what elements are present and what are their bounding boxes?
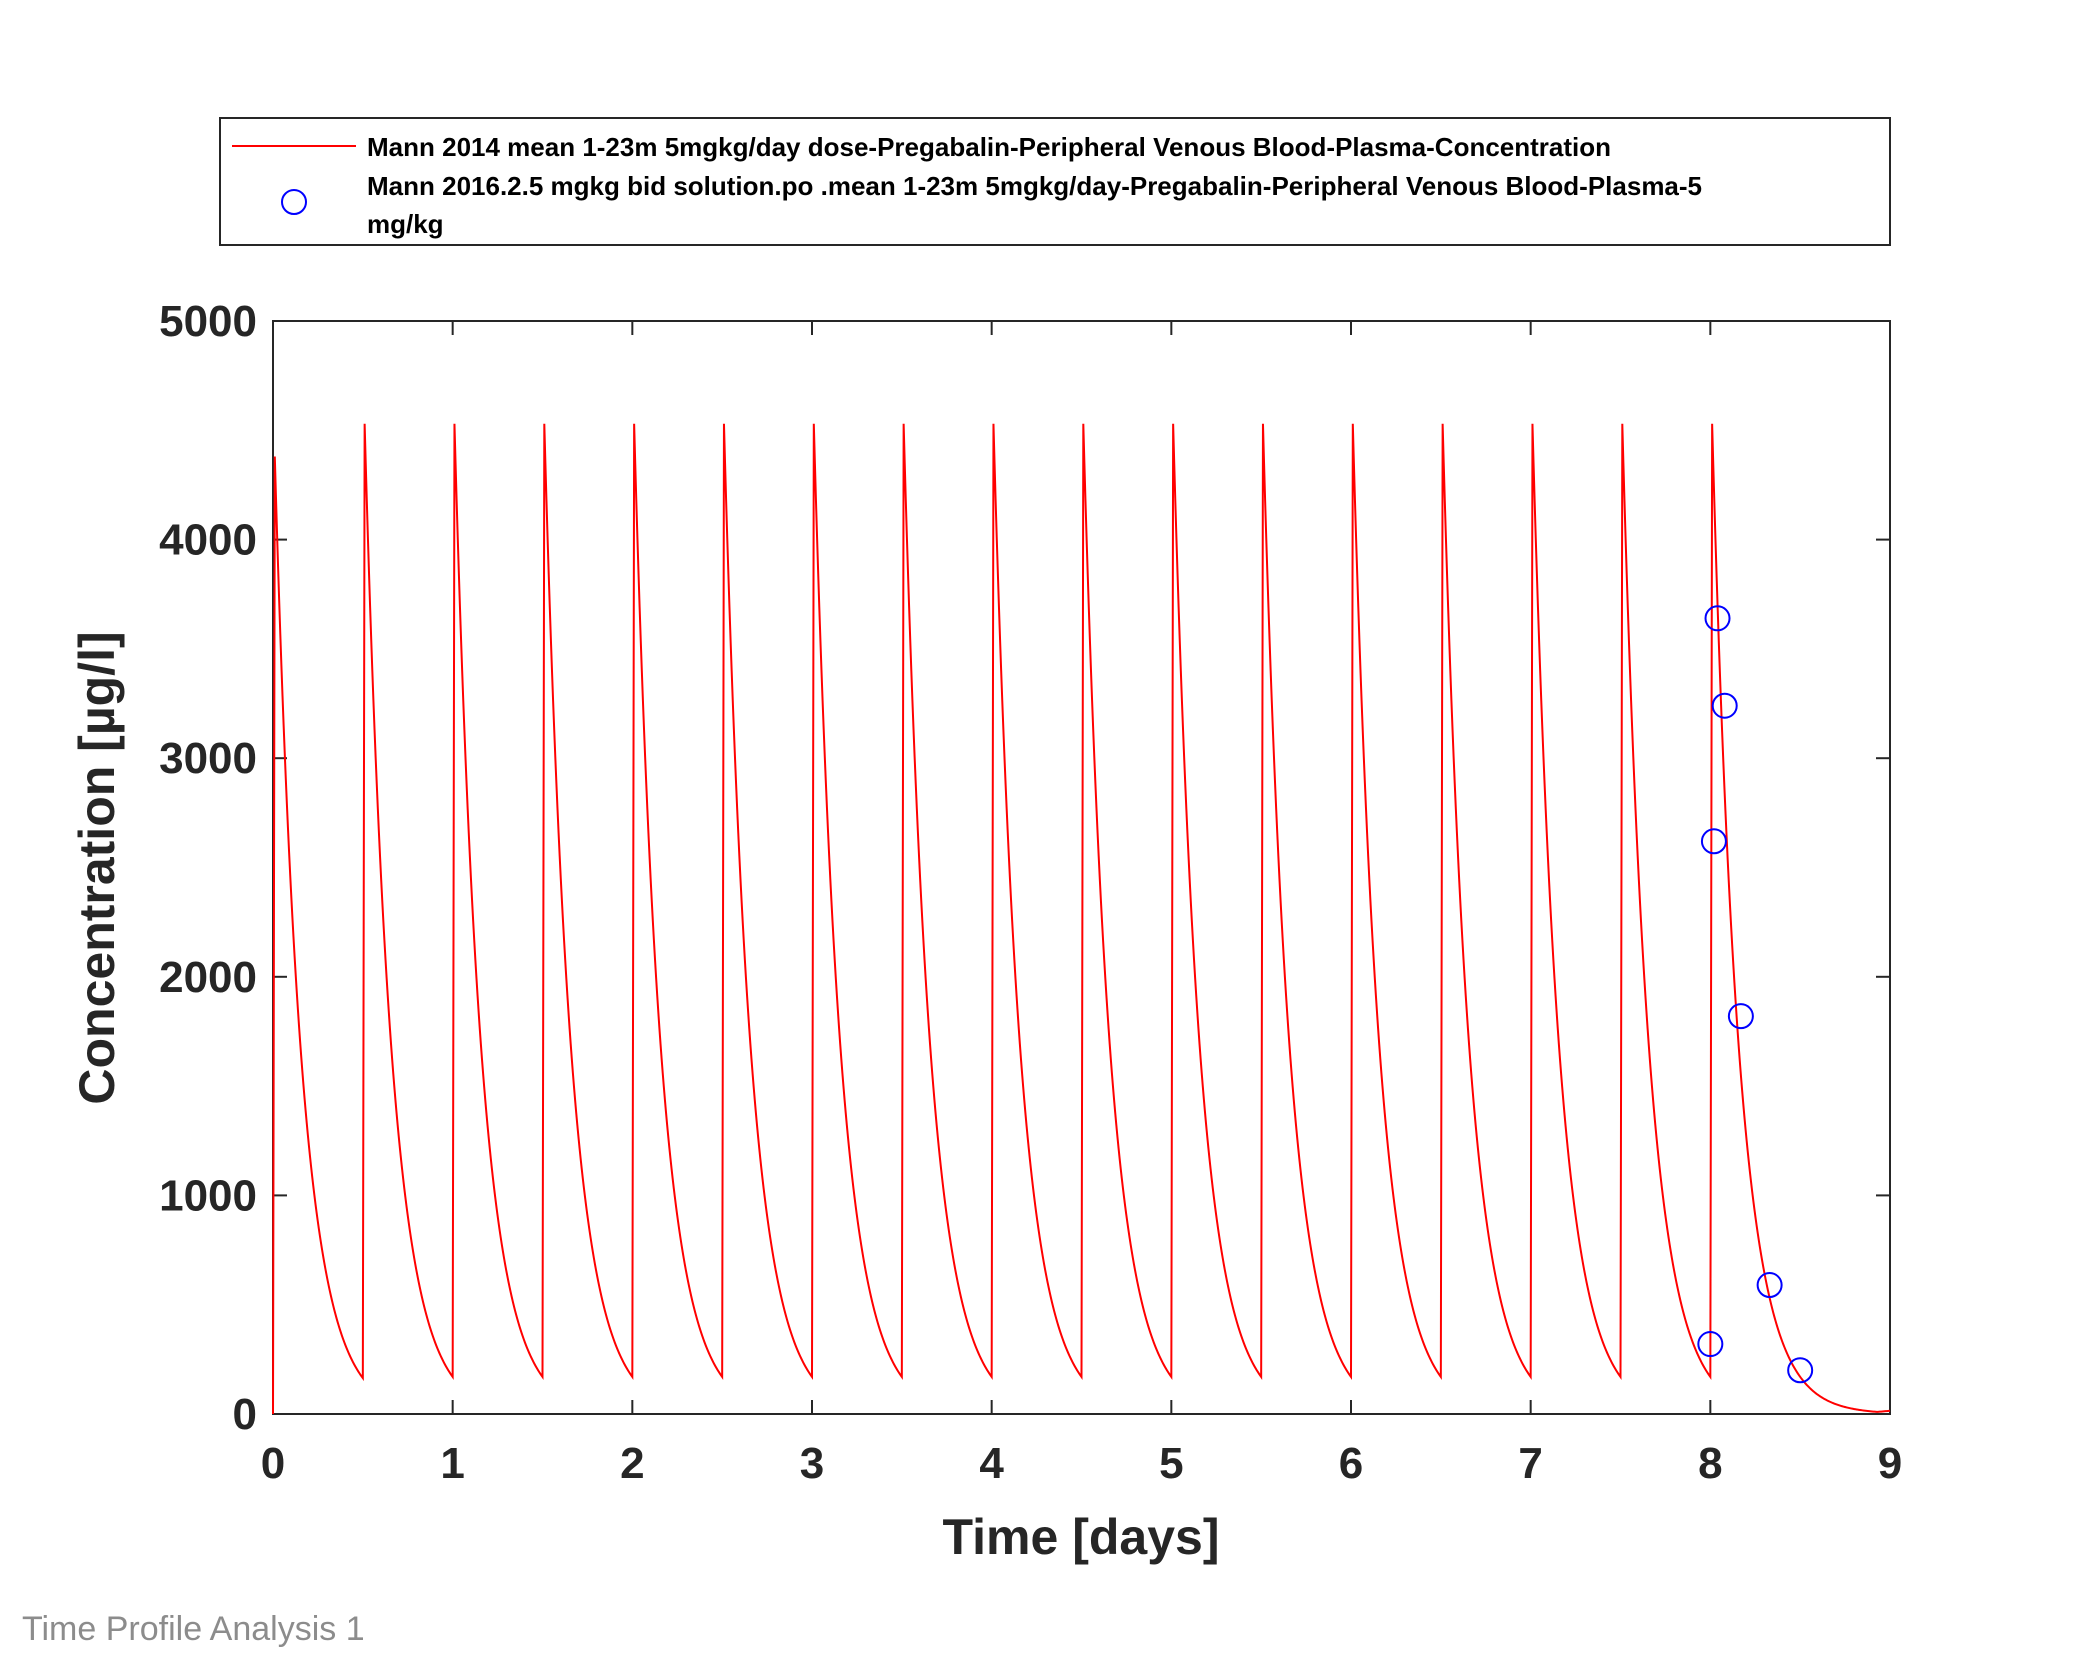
observed-point — [1704, 605, 1731, 632]
x-tick-label: 6 — [1339, 1439, 1363, 1488]
x-tick-label: 1 — [440, 1439, 464, 1488]
legend: Mann 2014 mean 1-23m 5mgkg/day dose-Preg… — [219, 117, 1891, 246]
x-tick-label: 8 — [1698, 1439, 1722, 1488]
y-tick-label: 5000 — [159, 297, 257, 346]
y-tick-label: 1000 — [159, 1171, 257, 1220]
x-tick-label: 9 — [1878, 1439, 1902, 1488]
series-markers-observed — [1697, 605, 1814, 1384]
x-tick-label: 0 — [261, 1439, 285, 1488]
legend-marker-swatch — [281, 189, 307, 215]
legend-entry-model: Mann 2014 mean 1-23m 5mgkg/day dose-Preg… — [367, 132, 1611, 162]
y-axis-title: Concentration [µg/l] — [69, 631, 125, 1104]
legend-entry-observed-line1: Mann 2016.2.5 mgkg bid solution.po .mean… — [367, 171, 1702, 201]
x-axis-title: Time [days] — [943, 1509, 1220, 1565]
series-line-model — [272, 423, 1891, 1415]
y-tick-label: 2000 — [159, 953, 257, 1002]
observed-point — [1700, 828, 1727, 855]
plot-area: 0 1 2 3 4 5 6 7 8 9 0 1000 2000 3000 4000 5000 — [159, 297, 1902, 1488]
x-tick-label: 4 — [979, 1439, 1004, 1488]
observed-point — [1727, 1003, 1754, 1030]
x-tick-label: 5 — [1159, 1439, 1183, 1488]
x-tick-label: 7 — [1518, 1439, 1542, 1488]
observed-point — [1756, 1272, 1783, 1299]
observed-point — [1711, 692, 1738, 719]
tick-labels: 0 1 2 3 4 5 6 7 8 9 0 1000 2000 3000 4000 5000 — [159, 297, 1902, 1488]
y-tick-label: 3000 — [159, 734, 257, 783]
x-tick-label: 2 — [620, 1439, 644, 1488]
x-tick-label: 3 — [800, 1439, 824, 1488]
y-tick-label: 4000 — [159, 516, 257, 565]
legend-entry-observed-line2: mg/kg — [367, 209, 444, 239]
y-tick-label: 0 — [233, 1390, 257, 1439]
observed-point — [1787, 1357, 1814, 1384]
footer-label: Time Profile Analysis 1 — [22, 1610, 365, 1648]
legend-box — [219, 117, 1891, 246]
observed-point — [1697, 1331, 1724, 1358]
